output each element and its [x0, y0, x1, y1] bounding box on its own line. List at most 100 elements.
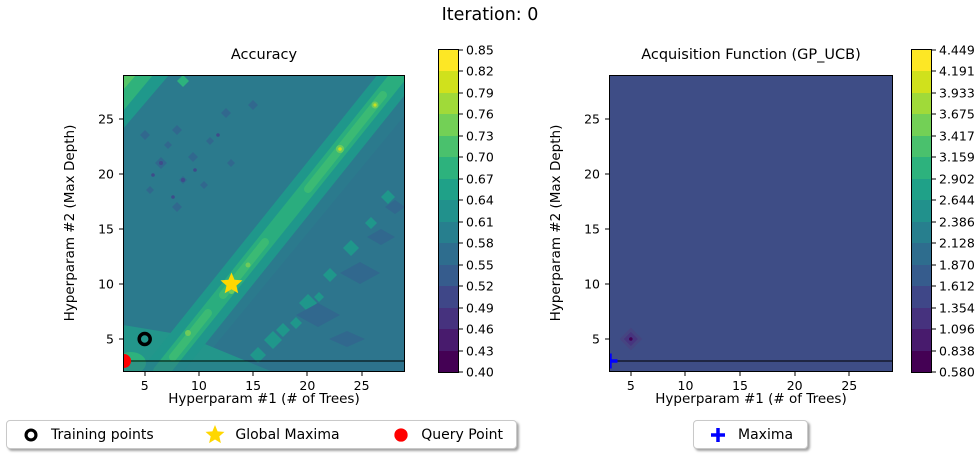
- x-tick-label: 20: [786, 378, 803, 393]
- colorbar-segment: [439, 50, 458, 72]
- acquisition-colorbar: 4.449 4.191 3.933 3.675 3.417 3.159 2.902 2.644…: [911, 43, 980, 380]
- colorbar-segment: [439, 329, 458, 351]
- y-tick-mark: [119, 228, 123, 230]
- colorbar-tick-label: 1.096: [939, 321, 975, 337]
- legend-left: Training points Global Maxima Query Poin…: [6, 420, 517, 449]
- y-tick-label: 15: [584, 221, 600, 237]
- y-tick-mark: [605, 228, 609, 230]
- query-point-icon: [394, 427, 408, 442]
- colorbar-tick-label: 0.55: [466, 257, 494, 273]
- colorbar-segment: [912, 264, 931, 287]
- colorbar-segment: [912, 221, 931, 244]
- training-points-icon: [24, 427, 38, 442]
- y-tick-label: 5: [592, 331, 600, 347]
- x-tick-label: 10: [677, 378, 694, 393]
- colorbar-tick-label: 0.67: [466, 171, 494, 187]
- colorbar-gradient: [438, 49, 459, 373]
- training-point-marker: [137, 331, 152, 347]
- acquisition-x-ticks: 5 10 15 20 25: [609, 372, 893, 398]
- legend-label-query-point: Query Point: [421, 426, 503, 443]
- colorbar-segment: [439, 71, 458, 93]
- colorbar-tick-label: 0.64: [466, 192, 494, 208]
- accuracy-plot: [116, 53, 420, 399]
- colorbar-tick-mark: [932, 242, 936, 244]
- y-tick-label: 20: [98, 166, 114, 182]
- x-tick-label: 15: [732, 378, 749, 393]
- colorbar-tick-mark: [932, 178, 936, 180]
- legend-label-training-points: Training points: [51, 426, 154, 443]
- colorbar-tick-mark: [459, 307, 463, 309]
- colorbar-tick-mark: [459, 178, 463, 180]
- low-accuracy-patches: [140, 100, 405, 347]
- colorbar-tick-mark: [932, 350, 936, 352]
- colorbar-tick-label: 0.52: [466, 278, 494, 294]
- colorbar-tick-mark: [932, 307, 936, 309]
- colorbar-tick-label: 0.79: [466, 85, 494, 101]
- colorbar-tick-label: 0.43: [466, 343, 494, 359]
- colorbar-segment: [912, 350, 931, 373]
- x-tick-label: 5: [626, 378, 635, 393]
- y-tick-mark: [119, 283, 123, 285]
- x-tick-mark: [198, 372, 200, 376]
- colorbar-tick-label: 0.61: [466, 214, 494, 230]
- colorbar-segment: [439, 286, 458, 308]
- legend-label-maxima: Maxima: [738, 426, 794, 443]
- colorbar-tick-label: 2.128: [939, 235, 975, 251]
- colorbar-tick-label: 0.49: [466, 300, 494, 316]
- acquisition-ylabel: Hyperparam #2 (Max Depth): [548, 124, 564, 322]
- legend-item-global-maxima: Global Maxima: [204, 424, 340, 446]
- accuracy-y-ticks: 5 10 15 20 25: [83, 75, 123, 372]
- colorbar-tick-label: 0.40: [466, 364, 494, 380]
- accuracy-contour-canvas: [116, 53, 420, 399]
- colorbar-tick-mark: [459, 264, 463, 266]
- colorbar-tick-mark: [932, 156, 936, 158]
- colorbar-tick-mark: [932, 135, 936, 137]
- colorbar-tick-mark: [459, 156, 463, 158]
- accuracy-xlabel: Hyperparam #1 (# of Trees): [168, 391, 360, 407]
- colorbar-tick-mark: [932, 92, 936, 94]
- y-tick-label: 15: [98, 221, 114, 237]
- colorbar-segment: [912, 329, 931, 351]
- x-tick-mark: [361, 372, 363, 376]
- colorbar-segment: [912, 92, 931, 115]
- colorbar-segment: [912, 114, 931, 136]
- colorbar-tick-mark: [932, 113, 936, 115]
- y-tick-label: 25: [584, 111, 600, 127]
- accuracy-colorbar: 0.85 0.82 0.79 0.76 0.73 0.70 0.67 0.64 0.61 0.58…: [438, 43, 508, 380]
- colorbar-segment: [439, 264, 458, 287]
- colorbar-tick-label: 0.46: [466, 321, 494, 337]
- colorbar-tick-mark: [459, 199, 463, 201]
- x-tick-label: 25: [353, 378, 370, 393]
- colorbar-tick-label: 4.191: [939, 63, 975, 79]
- colorbar-tick-label: 0.838: [939, 343, 975, 359]
- colorbar-tick-mark: [459, 350, 463, 352]
- x-tick-label: 20: [299, 378, 316, 393]
- colorbar-tick-mark: [459, 49, 463, 51]
- colorbar-tick-mark: [459, 328, 463, 330]
- y-tick-mark: [605, 338, 609, 340]
- accuracy-plot-title: Accuracy: [230, 47, 298, 63]
- secondary-ridge-blobs: [250, 190, 395, 363]
- colorbar-segment: [439, 307, 458, 330]
- global-maxima-star-icon: [205, 424, 225, 443]
- colorbar-tick-label: 4.449: [939, 42, 975, 58]
- colorbar-tick-mark: [932, 199, 936, 201]
- colorbar-tick-label: 0.58: [466, 235, 494, 251]
- colorbar-tick-label: 2.902: [939, 171, 975, 187]
- contour-region: [193, 115, 405, 372]
- legend-right: Maxima: [693, 420, 808, 449]
- y-tick-label: 10: [98, 276, 114, 292]
- colorbar-tick-label: 0.85: [466, 42, 494, 58]
- colorbar-segment: [912, 178, 931, 201]
- colorbar-tick-label: 3.417: [939, 128, 975, 144]
- acquisition-plot: [602, 75, 893, 376]
- colorbar-segment: [439, 178, 458, 201]
- colorbar-segment: [439, 114, 458, 136]
- colorbar-segment: [912, 157, 931, 179]
- colorbar-segment: [912, 71, 931, 93]
- y-tick-label: 25: [98, 111, 114, 127]
- colorbar-tick-mark: [459, 242, 463, 244]
- acquisition-contour-canvas: [602, 75, 893, 372]
- deep-low-speckles: [151, 133, 220, 199]
- figure-title: Iteration: 0: [441, 5, 539, 25]
